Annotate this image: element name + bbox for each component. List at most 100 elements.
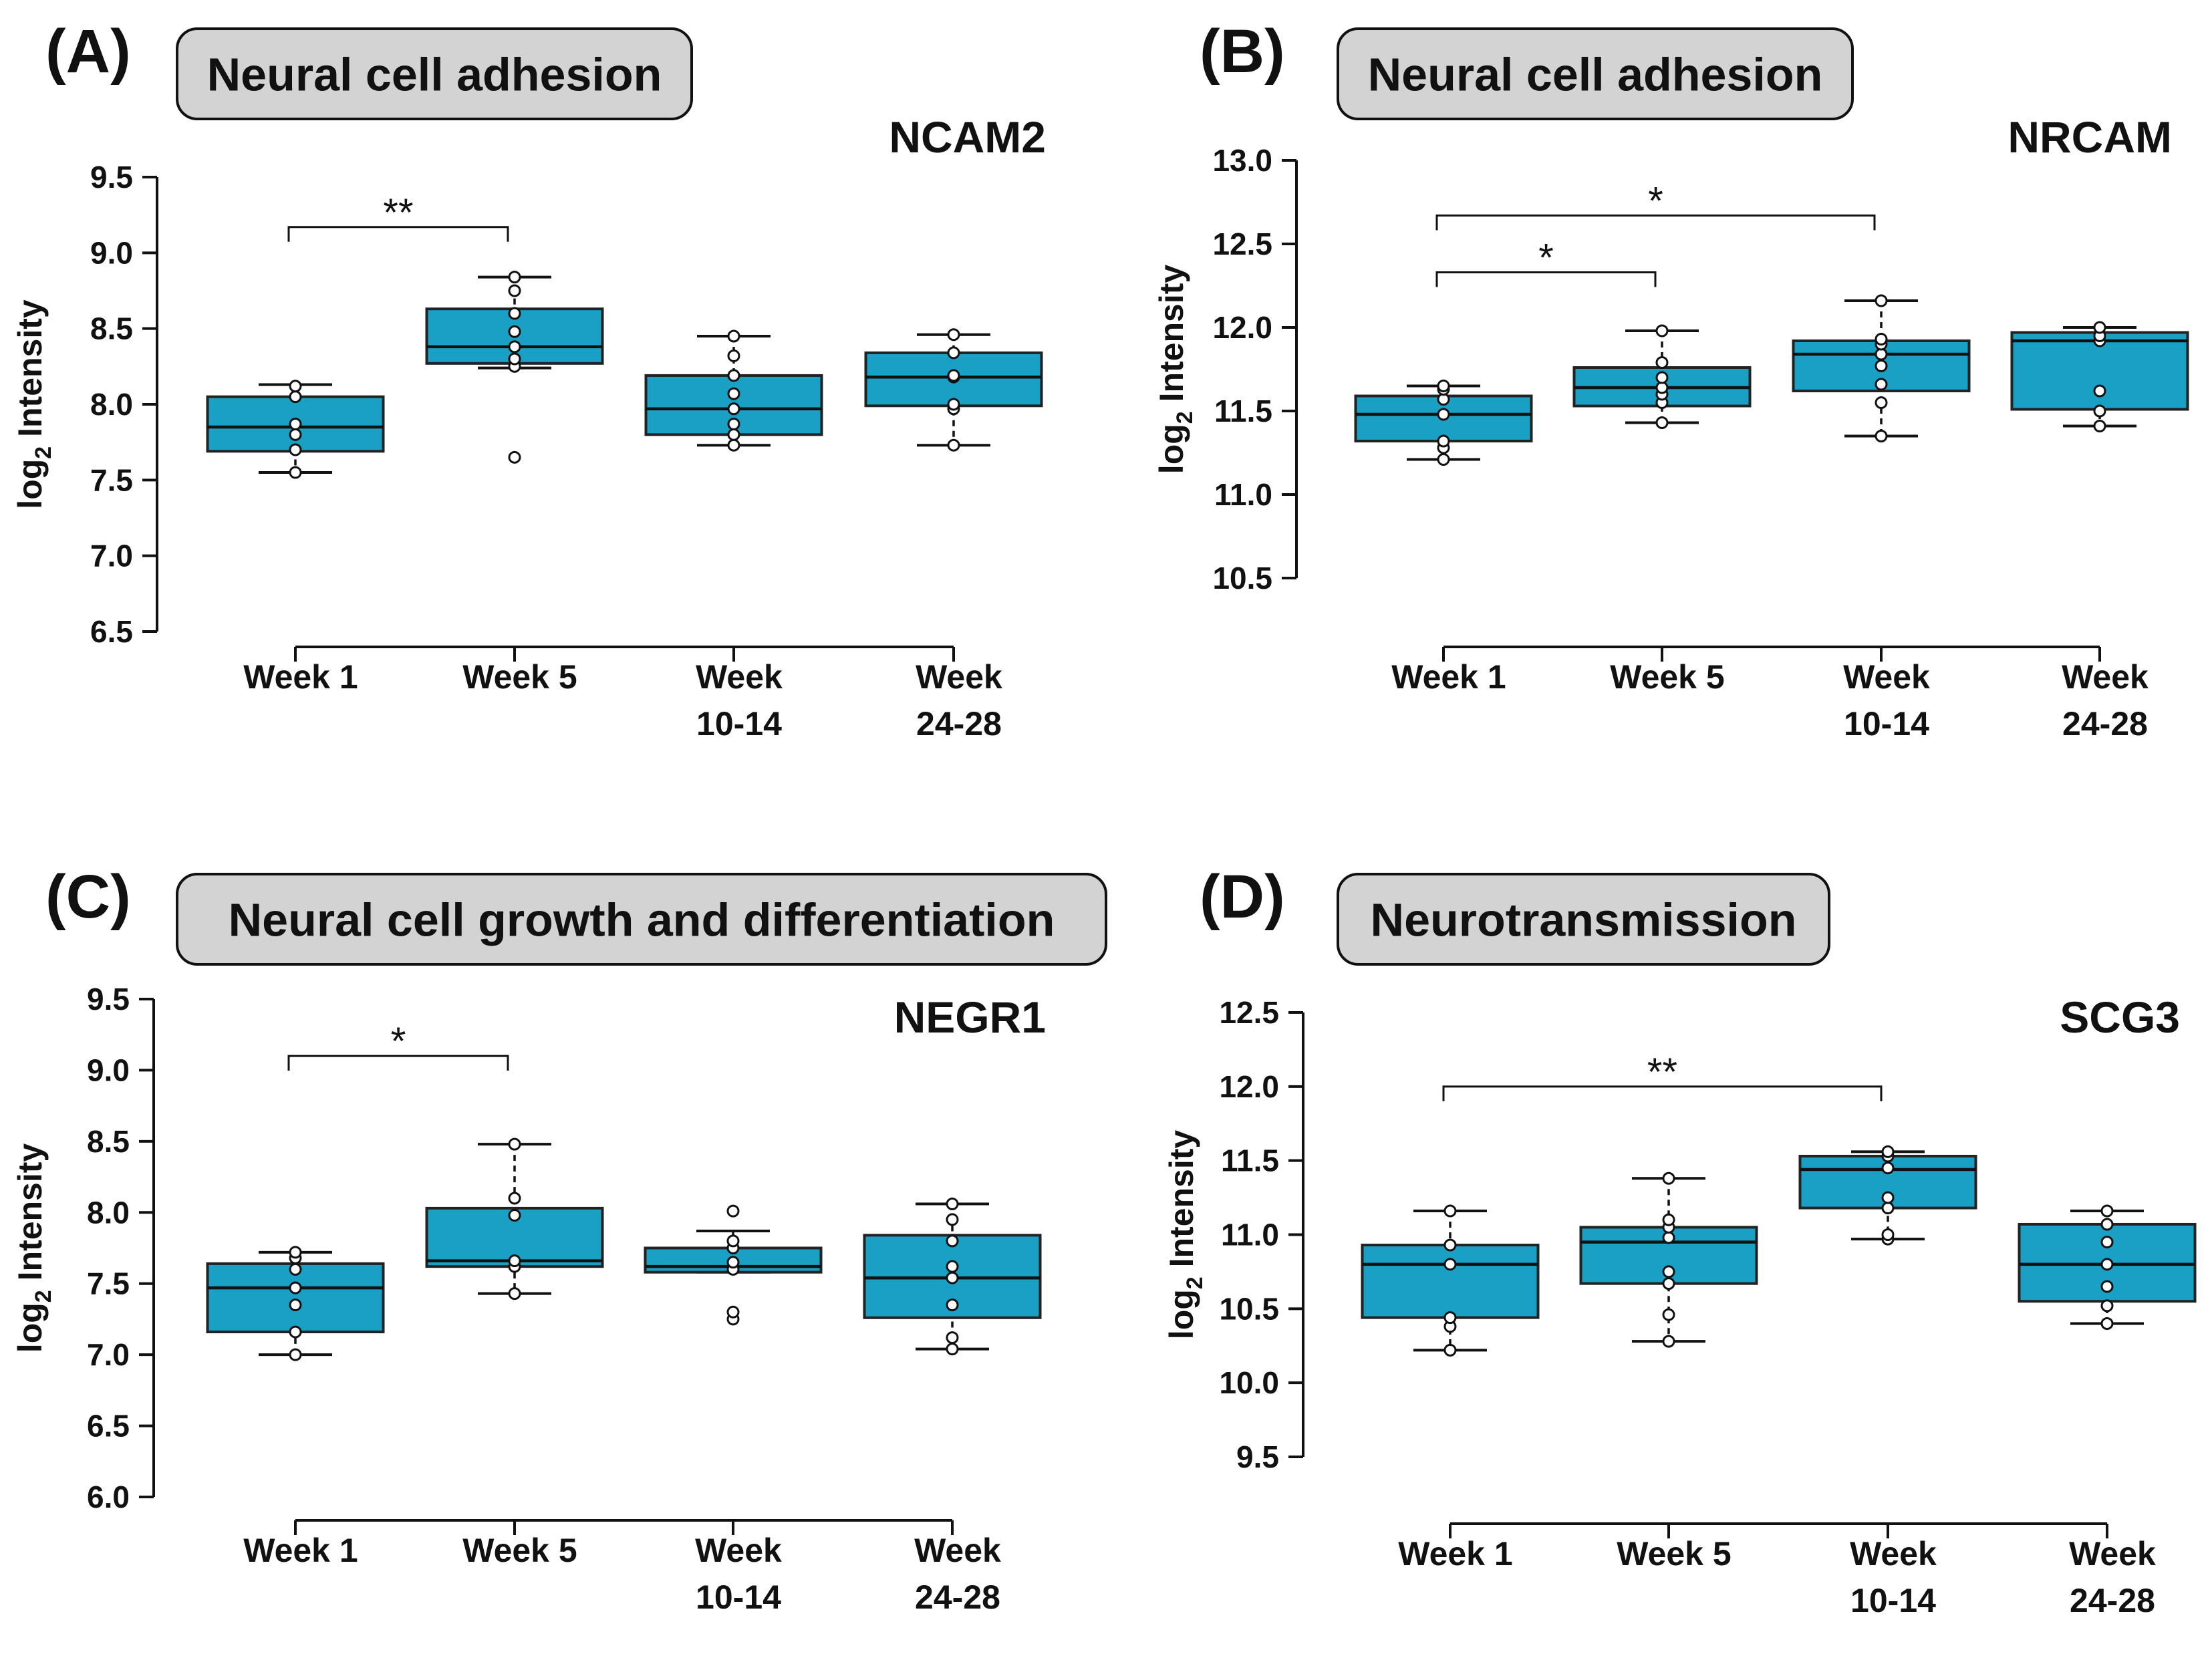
bracket-line (1442, 1085, 1883, 1101)
x-tick-label: Week 1 (1391, 658, 1506, 696)
data-point (2100, 1280, 2114, 1293)
significance-bracket: * (1435, 237, 1657, 287)
data-point (947, 438, 960, 452)
data-point (289, 417, 302, 430)
significance-label: ** (1647, 1051, 1677, 1094)
y-tick-label: 9.5 (1236, 1439, 1279, 1474)
y-tick-label: 12.0 (1212, 310, 1272, 345)
y-axis-label-rest: Intensity (1153, 265, 1190, 412)
x-tick-label: Week 5 (462, 658, 577, 696)
x-tick-label: Week (1850, 1535, 1937, 1572)
y-axis-label: log2 Intensity (11, 1143, 56, 1353)
y-tick-label: 12.5 (1212, 227, 1272, 261)
y-axis-label-rest: Intensity (11, 1143, 49, 1290)
x-tick-label: 10-14 (1850, 1582, 1936, 1619)
box-group (1354, 380, 1533, 466)
box-group (1361, 1204, 1540, 1357)
y-tick-label: 10.5 (1219, 1291, 1279, 1326)
data-point (2093, 420, 2106, 432)
y-tick-label: 13.0 (1212, 143, 1272, 178)
data-point (1437, 380, 1450, 392)
panel-b: (B) Neural cell adhesion NRCAM 10.5 11.0 11.5… (1153, 17, 2189, 742)
data-point (289, 1262, 302, 1276)
data-point (727, 369, 740, 382)
category-badge (1337, 873, 1830, 966)
box-group (1579, 1171, 1758, 1348)
y-tick-label: 12.0 (1219, 1069, 1279, 1104)
bracket-line (287, 1055, 509, 1071)
data-point (946, 1260, 959, 1273)
y-axis-label-rest: Intensity (1163, 1130, 1200, 1277)
data-point (289, 1298, 302, 1312)
data-point (2100, 1204, 2114, 1218)
y-tick-label: 8.5 (87, 1124, 130, 1159)
x-tick-label: Week (916, 658, 1002, 696)
box-group (206, 1246, 385, 1361)
data-point (1655, 371, 1669, 384)
data-point (1875, 396, 1888, 409)
data-point (508, 1254, 521, 1268)
data-point (2100, 1236, 2114, 1249)
bracket-line (1435, 271, 1657, 287)
data-point (508, 450, 521, 464)
data-point (2100, 1258, 2114, 1271)
data-point (1875, 378, 1888, 391)
chart-title: NRCAM (2008, 112, 2172, 162)
y-tick-label: 7.5 (90, 462, 133, 497)
data-point (508, 325, 521, 338)
panel-label: (C) (45, 863, 131, 931)
data-point (726, 1305, 740, 1319)
data-point (947, 328, 960, 341)
data-point (508, 340, 521, 354)
y-tick-label: 11.5 (1221, 1143, 1279, 1178)
x-tick-label: Week (2062, 658, 2149, 696)
data-point (946, 1298, 959, 1312)
panel-c: (C) Neural cell growth and differentiatio… (11, 863, 1107, 1616)
data-point (1881, 1228, 1895, 1241)
data-point (1875, 294, 1888, 307)
data-point (946, 1271, 959, 1284)
data-point (727, 402, 740, 416)
data-point (508, 284, 521, 297)
y-axis-label: log2 Intensity (1153, 265, 1198, 474)
data-point (1881, 1145, 1895, 1158)
data-point (2100, 1317, 2114, 1330)
y-tick-label: 6.0 (87, 1480, 130, 1514)
data-point (1443, 1204, 1457, 1218)
data-point (289, 390, 302, 404)
data-point (508, 307, 521, 320)
panel-label: (A) (45, 17, 131, 86)
y-tick-label: 9.5 (87, 982, 130, 1016)
x-tick-label: 10-14 (1844, 705, 1929, 742)
data-point (2093, 321, 2106, 334)
data-point (946, 1343, 959, 1356)
significance-bracket: * (1435, 180, 1876, 231)
y-tick-label: 8.0 (87, 1195, 130, 1230)
data-point (289, 1246, 302, 1259)
y-axis-label-log: log (1153, 424, 1190, 474)
data-point (289, 1281, 302, 1294)
bracket-line (287, 226, 509, 242)
chart-title: NEGR1 (894, 992, 1046, 1042)
y-tick-label: 6.5 (90, 614, 133, 649)
y-tick-label: 11.5 (1214, 394, 1272, 428)
x-tick-label: Week 1 (243, 658, 358, 696)
box-group (863, 1198, 1042, 1356)
y-axis-label-log: log (1163, 1289, 1200, 1339)
y-axis-label-subscript: 2 (31, 1290, 56, 1302)
chart-title: SCG3 (2060, 992, 2180, 1042)
data-point (2100, 1299, 2114, 1313)
y-tick-label: 11.0 (1214, 477, 1272, 512)
y-tick-label: 10.5 (1212, 561, 1272, 595)
y-tick-label: 7.0 (90, 539, 133, 573)
data-point (1655, 356, 1669, 369)
data-point (1437, 453, 1450, 466)
x-tick-label: 10-14 (696, 705, 782, 742)
significance-bracket: ** (287, 191, 509, 242)
x-tick-label: 10-14 (696, 1578, 781, 1616)
data-point (727, 417, 740, 430)
x-tick-label: Week (1843, 658, 1930, 696)
significance-label: ** (383, 191, 413, 235)
data-point (2093, 384, 2106, 398)
y-tick-label: 8.5 (90, 311, 133, 346)
